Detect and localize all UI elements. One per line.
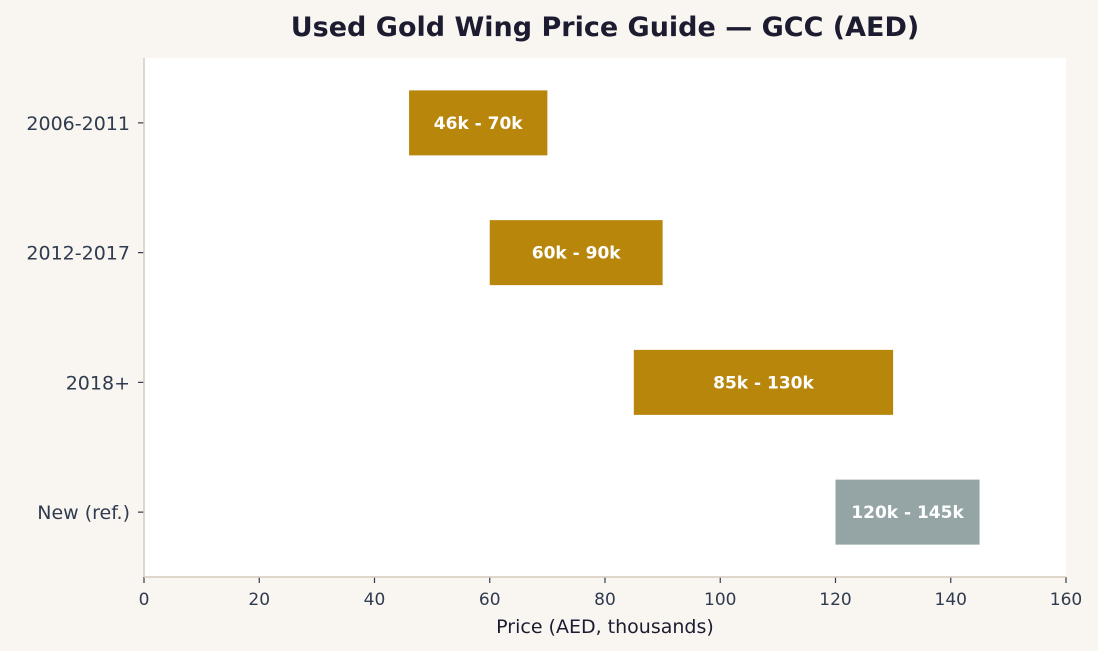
bar-3 bbox=[835, 479, 980, 545]
x-tick-label: 140 bbox=[935, 590, 967, 610]
x-axis-label: Price (AED, thousands) bbox=[496, 616, 714, 638]
x-tick-label: 20 bbox=[248, 590, 270, 610]
chart-title: Used Gold Wing Price Guide — GCC (AED) bbox=[291, 12, 920, 43]
x-tick-label: 40 bbox=[364, 590, 386, 610]
bar-1 bbox=[489, 220, 663, 286]
bar-value-label: 85k - 130k bbox=[713, 373, 814, 393]
x-tick-label: 0 bbox=[139, 590, 150, 610]
category-label: 2018+ bbox=[66, 372, 130, 394]
bar-value-label: 120k - 145k bbox=[851, 503, 964, 523]
bars-group: 46k - 70k 60k - 90k 85k - 130k 120k - 145k bbox=[409, 90, 980, 545]
bar-2 bbox=[633, 349, 894, 415]
category-label: New (ref.) bbox=[37, 502, 130, 524]
x-tick-label: 80 bbox=[594, 590, 616, 610]
x-tick-label: 160 bbox=[1050, 590, 1082, 610]
category-labels-group: 2006-2011 2012-2017 2018+ New (ref.) bbox=[26, 113, 144, 524]
bar-0 bbox=[409, 90, 548, 156]
x-ticks-group: 0 20 40 60 80 100 120 140 160 bbox=[139, 577, 1082, 610]
x-tick-label: 100 bbox=[704, 590, 736, 610]
category-label: 2012-2017 bbox=[26, 243, 130, 265]
x-tick-label: 120 bbox=[819, 590, 851, 610]
x-tick-label: 60 bbox=[479, 590, 501, 610]
bar-value-label: 60k - 90k bbox=[532, 244, 622, 264]
category-label: 2006-2011 bbox=[26, 113, 130, 135]
bar-value-label: 46k - 70k bbox=[434, 114, 524, 134]
